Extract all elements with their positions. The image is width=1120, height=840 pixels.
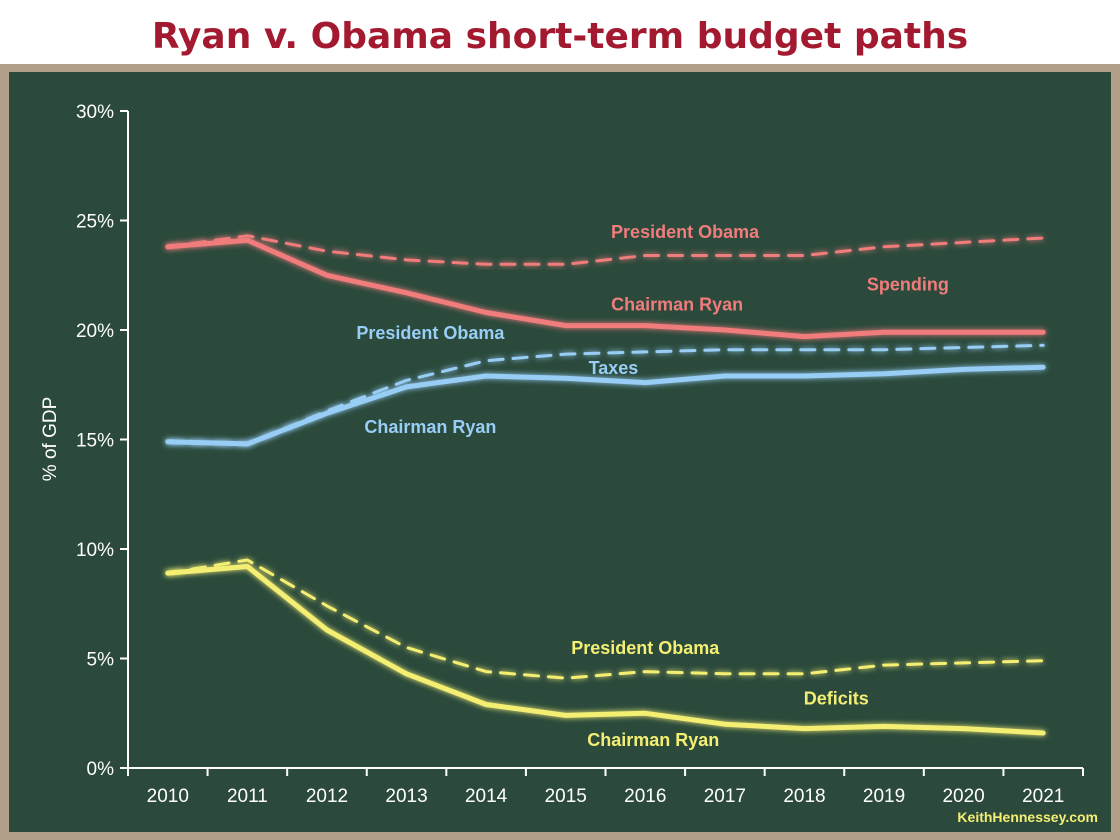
annotation-label: Chairman Ryan bbox=[587, 730, 719, 750]
x-tick-label: 2012 bbox=[306, 786, 348, 807]
taxes-ryan-line bbox=[165, 364, 1046, 447]
series-lines bbox=[165, 234, 1046, 736]
x-tick-label: 2014 bbox=[465, 786, 508, 807]
annotation-label: President Obama bbox=[356, 323, 505, 343]
y-tick-label: 15% bbox=[76, 431, 114, 452]
y-tick-label: 10% bbox=[76, 540, 114, 561]
x-tick-label: 2016 bbox=[624, 786, 666, 807]
x-tick-label: 2017 bbox=[704, 786, 746, 807]
chalkboard-frame bbox=[0, 64, 1120, 840]
y-tick-label: 5% bbox=[87, 650, 115, 671]
y-tick-label: 30% bbox=[76, 102, 114, 123]
annotation-label: Chairman Ryan bbox=[611, 294, 743, 314]
deficits-obama-line bbox=[166, 558, 1045, 680]
annotations: President Obama Spending Chairman Ryan Pres… bbox=[356, 222, 949, 750]
x-tick-label: 2021 bbox=[1022, 786, 1064, 807]
y-tick-label: 0% bbox=[87, 759, 115, 780]
y-axis-title: % of GDP bbox=[40, 397, 61, 481]
x-tick-label: 2019 bbox=[863, 786, 905, 807]
axes: 0% 5% 10% 15% 20% 25% 30% 2010 2011 2012 2013 2014 2… bbox=[40, 102, 1084, 807]
annotation-label: Chairman Ryan bbox=[364, 417, 496, 437]
x-tick-label: 2013 bbox=[385, 786, 427, 807]
annotation-label: Taxes bbox=[589, 358, 639, 378]
y-tick-label: 25% bbox=[76, 212, 114, 233]
x-tick-label: 2015 bbox=[545, 786, 587, 807]
annotation-label: President Obama bbox=[571, 638, 720, 658]
annotation-label: President Obama bbox=[611, 222, 760, 242]
annotation-label: Spending bbox=[867, 275, 949, 295]
x-tick-label: 2011 bbox=[227, 786, 268, 807]
deficits-ryan-line bbox=[165, 564, 1046, 736]
credit-label: KeithHennessey.com bbox=[957, 809, 1098, 825]
chart-title: Ryan v. Obama short-term budget paths bbox=[151, 16, 969, 57]
x-tick-label: 2020 bbox=[942, 786, 984, 807]
chalkboard bbox=[9, 72, 1111, 832]
y-tick-label: 20% bbox=[76, 321, 114, 342]
x-tick-label: 2010 bbox=[147, 786, 189, 807]
spending-ryan-line bbox=[165, 237, 1046, 340]
x-tick-label: 2018 bbox=[783, 786, 825, 807]
annotation-label: Deficits bbox=[804, 688, 869, 708]
spending-obama-line bbox=[166, 234, 1045, 266]
